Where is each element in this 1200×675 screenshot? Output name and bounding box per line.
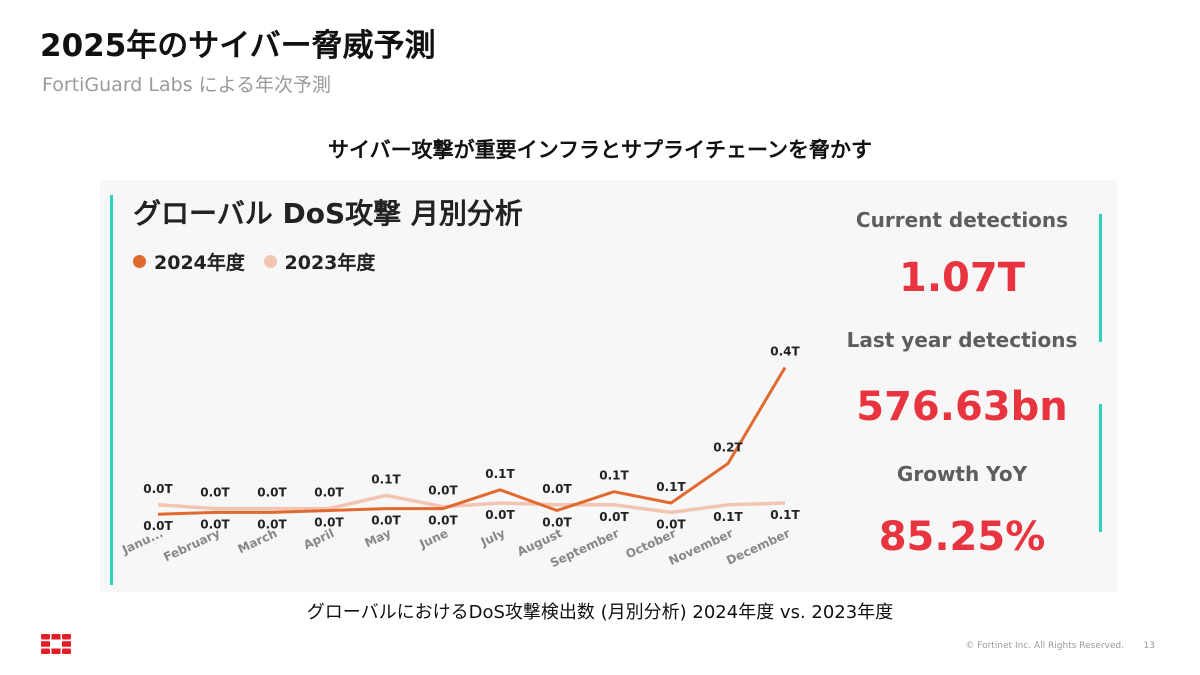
x-tick-label: June bbox=[417, 526, 451, 552]
data-label-2023-3: 0.0T bbox=[314, 486, 344, 500]
data-label-2024-3: 0.0T bbox=[314, 515, 344, 529]
x-tick-label: April bbox=[301, 526, 336, 552]
chart-legend: 2024年度 2023年度 bbox=[133, 248, 387, 275]
series-line-2024 bbox=[157, 366, 787, 516]
data-label-2024-0: 0.0T bbox=[143, 519, 173, 533]
x-tick-label: May bbox=[362, 526, 393, 550]
data-label-2023-5: 0.0T bbox=[428, 484, 458, 498]
chart-panel bbox=[100, 180, 1117, 592]
data-label-2024-6: 0.1T bbox=[485, 467, 515, 481]
copyright-notice: © Fortinet Inc. All Rights Reserved. bbox=[965, 641, 1124, 651]
stats-accent-bar-top bbox=[1099, 214, 1102, 342]
headline: サイバー攻撃が重要インフラとサプライチェーンを脅かす bbox=[328, 138, 872, 162]
slide-title: 2025年のサイバー脅威予測 bbox=[40, 28, 436, 64]
data-label-2024-7: 0.0T bbox=[542, 515, 572, 529]
data-label-2023-1: 0.0T bbox=[200, 486, 230, 500]
chart-accent-bar-left bbox=[110, 195, 113, 585]
data-label-2024-10: 0.2T bbox=[713, 440, 743, 454]
chart-title: グローバル DoS攻撃 月別分析 bbox=[133, 197, 523, 230]
data-label-2023-8: 0.0T bbox=[599, 510, 629, 524]
fortinet-logo-icon bbox=[41, 634, 71, 658]
current-detections-label: Current detections bbox=[855, 208, 1069, 232]
page-number: 13 bbox=[1143, 641, 1155, 651]
data-label-2023-6: 0.0T bbox=[485, 508, 515, 522]
legend-label-2023: 2023年度 bbox=[284, 252, 376, 274]
data-label-2024-2: 0.0T bbox=[257, 517, 287, 531]
growth-yoy-label: Growth YoY bbox=[896, 462, 1028, 486]
x-tick-label: July bbox=[478, 526, 508, 550]
legend-item-2023: 2023年度 bbox=[263, 248, 376, 275]
data-label-2023-4: 0.1T bbox=[371, 472, 401, 486]
data-label-2023-11: 0.1T bbox=[770, 508, 800, 522]
x-tick-label: Janu... bbox=[119, 526, 165, 557]
x-tick-label: December bbox=[724, 526, 792, 568]
data-label-2023-7: 0.0T bbox=[542, 482, 572, 496]
data-label-2024-4: 0.0T bbox=[371, 514, 401, 528]
growth-yoy-value: 85.25% bbox=[878, 514, 1046, 560]
data-label-2023-9: 0.0T bbox=[656, 517, 686, 531]
line-chart: 0.0T 0.0T 0.0T 0.0T 0.0T 0.0T 0.1T 0.0T 0.1T 0.1T… bbox=[119, 345, 800, 571]
data-label-2024-8: 0.1T bbox=[599, 469, 629, 483]
data-label-2023-10: 0.1T bbox=[713, 510, 743, 524]
legend-item-2024: 2024年度 bbox=[133, 248, 245, 275]
last-year-detections-label: Last year detections bbox=[846, 328, 1078, 352]
last-year-detections-value: 576.63bn bbox=[856, 384, 1068, 430]
data-label-2024-5: 0.0T bbox=[428, 514, 458, 528]
data-label-2024-11: 0.4T bbox=[770, 345, 800, 359]
legend-dot-2023 bbox=[263, 255, 277, 268]
current-detections-value: 1.07T bbox=[899, 255, 1025, 301]
legend-label-2024: 2024年度 bbox=[154, 252, 245, 274]
data-label-2023-0: 0.0T bbox=[143, 482, 173, 496]
chart-caption: グローバルにおけるDoS攻撃検出数 (月別分析) 2024年度 vs. 2023… bbox=[306, 602, 894, 623]
x-tick-label: November bbox=[666, 526, 735, 568]
data-label-2024-1: 0.0T bbox=[200, 517, 230, 531]
series-line-2023 bbox=[157, 493, 786, 515]
data-label-2024-9: 0.1T bbox=[656, 480, 686, 494]
data-label-2023-2: 0.0T bbox=[257, 486, 287, 500]
legend-dot-2024 bbox=[133, 255, 146, 268]
stats-accent-bar-bottom bbox=[1099, 404, 1102, 532]
slide-subtitle: FortiGuard Labs による年次予測 bbox=[42, 74, 332, 96]
